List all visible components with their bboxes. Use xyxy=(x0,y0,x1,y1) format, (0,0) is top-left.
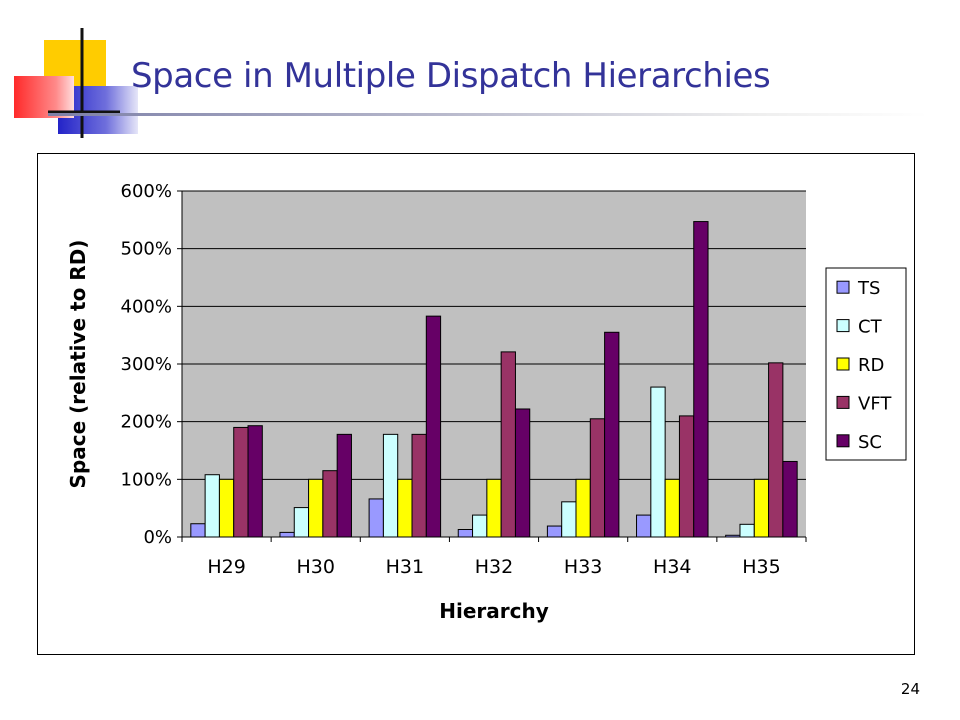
x-tick-label: H33 xyxy=(564,556,602,578)
bar-vft-h35 xyxy=(768,362,784,538)
bar-rd-h34 xyxy=(664,478,680,538)
bar-ts-h35 xyxy=(725,534,741,538)
title-underline xyxy=(48,113,928,116)
bar-ct-h30 xyxy=(293,507,310,538)
legend-swatch-ct xyxy=(836,319,850,333)
bar-chart: 0% 100% 200% 300% 400% 500% 600% H29 H30 H31 H32 H3… xyxy=(66,181,907,623)
x-tick-label: H34 xyxy=(653,556,691,578)
x-tick-label: H29 xyxy=(207,556,245,578)
legend-label-rd: RD xyxy=(858,355,884,376)
y-tick-label: 0% xyxy=(143,527,172,548)
bar-rd-h32 xyxy=(486,478,502,538)
bar-ct-h35 xyxy=(739,523,755,538)
bar-ts-h33 xyxy=(546,525,563,538)
x-tick-label: H31 xyxy=(386,556,424,578)
bar-sc-h30 xyxy=(336,433,352,538)
bar-vft-h31 xyxy=(411,433,427,538)
bar-ts-h32 xyxy=(457,529,474,538)
bar-ct-h33 xyxy=(561,501,577,538)
bar-ts-h34 xyxy=(636,514,652,538)
bar-vft-h33 xyxy=(589,418,606,538)
legend-label-sc: SC xyxy=(858,432,882,453)
bar-ct-h34 xyxy=(650,386,666,538)
y-axis-title: Space (relative to RD) xyxy=(66,240,90,489)
bar-sc-h34 xyxy=(693,221,709,538)
bar-sc-h31 xyxy=(425,315,442,538)
y-tick-label: 100% xyxy=(121,469,172,490)
y-tick-label: 600% xyxy=(121,181,172,202)
y-tick-label: 500% xyxy=(121,239,172,260)
page-number: 24 xyxy=(900,680,920,698)
bar-rd-h31 xyxy=(397,478,413,538)
x-axis-title: Hierarchy xyxy=(439,599,549,623)
legend-label-ct: CT xyxy=(858,317,883,338)
legend-swatch-rd xyxy=(836,357,850,371)
x-tick-label: H30 xyxy=(296,556,334,578)
slide-logo xyxy=(14,28,138,138)
bar-ct-h32 xyxy=(472,514,488,538)
bar-sc-h32 xyxy=(514,408,531,538)
bar-rd-h29 xyxy=(218,478,235,538)
bar-ts-h31 xyxy=(368,498,384,538)
legend-label-ts: TS xyxy=(857,278,880,299)
bar-ts-h29 xyxy=(190,523,206,538)
chart-frame: 0% 100% 200% 300% 400% 500% 600% H29 H30 H31 H32 H3… xyxy=(37,153,915,655)
x-tick-label: H32 xyxy=(475,556,513,578)
legend-label-vft: VFT xyxy=(858,393,892,414)
legend-swatch-sc xyxy=(836,434,850,448)
bar-rd-h35 xyxy=(753,478,770,538)
y-tick-label: 200% xyxy=(121,412,172,433)
bar-ct-h31 xyxy=(382,433,399,538)
bar-rd-h30 xyxy=(308,478,324,538)
bar-vft-h29 xyxy=(233,426,249,538)
legend-swatch-ts xyxy=(836,280,850,294)
x-tick-label: H35 xyxy=(742,556,780,578)
bar-vft-h32 xyxy=(500,351,516,538)
bar-ts-h30 xyxy=(279,531,295,538)
bar-rd-h33 xyxy=(575,478,591,538)
y-tick-label: 400% xyxy=(121,296,172,317)
bar-sc-h33 xyxy=(604,331,620,538)
slide-title: Space in Multiple Dispatch Hierarchies xyxy=(131,56,771,96)
y-tick-label: 300% xyxy=(121,354,172,375)
bar-vft-h34 xyxy=(678,415,695,538)
bar-sc-h35 xyxy=(782,460,798,538)
legend-swatch-vft xyxy=(836,395,850,409)
bar-sc-h29 xyxy=(247,425,263,538)
bar-ct-h29 xyxy=(204,474,220,538)
bar-vft-h30 xyxy=(322,470,338,538)
